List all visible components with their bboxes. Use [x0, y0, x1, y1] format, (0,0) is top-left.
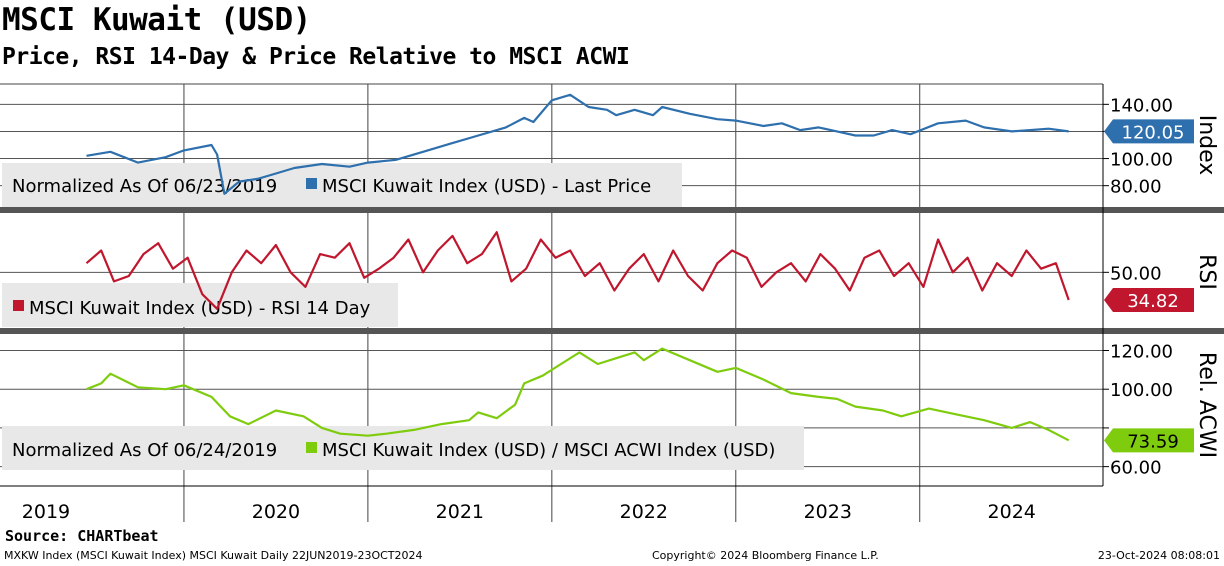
year-label: 2021 [436, 501, 484, 523]
year-label: 2020 [252, 501, 300, 523]
series-layer [85, 93, 1070, 442]
separator-rsi-relative[interactable] [0, 328, 1224, 334]
relative-legend-note: Normalized As Of 06/24/2019 [12, 440, 277, 461]
rsi-legend-label: MSCI Kuwait Index (USD) - RSI 14 Day [29, 298, 371, 319]
rsi-series-line [85, 231, 1070, 310]
relative-tick-label: 100.00 [1110, 380, 1173, 401]
price-legend-note: Normalized As Of 06/23/2019 [12, 176, 277, 197]
relative-legend-label: MSCI Kuwait Index (USD) / MSCI ACWI Inde… [322, 440, 775, 461]
year-label: 2023 [804, 501, 852, 523]
price-legend-label: MSCI Kuwait Index (USD) - Last Price [322, 176, 651, 197]
rsi-last-value-label: 34.82 [1127, 291, 1179, 312]
relative-axis-title: Rel. ACWI [1194, 352, 1219, 458]
footer-copyright: Copyright© 2024 Bloomberg Finance L.P. [652, 549, 879, 562]
relative-legend-box [2, 426, 804, 470]
footer-security-info: MXKW Index (MSCI Kuwait Index) MSCI Kuwa… [4, 549, 423, 562]
relative-tick-label: 120.00 [1110, 341, 1173, 362]
year-label: 2022 [620, 501, 668, 523]
relative-last-value-label: 73.59 [1127, 431, 1179, 452]
axis-layer: 80.00 100.00 140.00 120.05 50.00 34.82 60.00 10… [0, 84, 1194, 523]
year-label: 2019 [22, 501, 70, 523]
price-tick-label: 100.00 [1110, 150, 1173, 171]
rsi-axis-title: RSI [1194, 254, 1219, 290]
price-axis-title: Index [1194, 115, 1219, 176]
chart-title: MSCI Kuwait (USD) [2, 2, 311, 38]
rsi-last-value-badge [1104, 287, 1194, 312]
chart-subtitle: Price, RSI 14-Day & Price Relative to MS… [2, 44, 630, 70]
price-last-value-label: 120.05 [1122, 122, 1185, 143]
year-label: 2024 [988, 501, 1036, 523]
relative-legend-swatch [306, 442, 317, 453]
price-legend-swatch [306, 178, 317, 189]
price-series-line [86, 93, 1069, 195]
relative-series-line [86, 347, 1070, 442]
separator-price-rsi[interactable] [0, 207, 1224, 213]
relative-tick-label: 60.00 [1110, 458, 1162, 479]
rsi-legend-swatch [13, 300, 24, 311]
price-tick-label: 140.00 [1110, 95, 1173, 116]
relative-last-value-badge [1104, 428, 1194, 453]
price-tick-label: 80.00 [1110, 177, 1162, 198]
rsi-tick-label: 50.00 [1110, 263, 1162, 284]
panel-separators [0, 207, 1224, 334]
price-last-value-badge [1104, 119, 1194, 144]
source-note: Source: CHARTbeat [5, 527, 159, 545]
footer-timestamp: 23-Oct-2024 08:08:01 [1097, 549, 1220, 562]
price-legend-box [2, 163, 682, 207]
